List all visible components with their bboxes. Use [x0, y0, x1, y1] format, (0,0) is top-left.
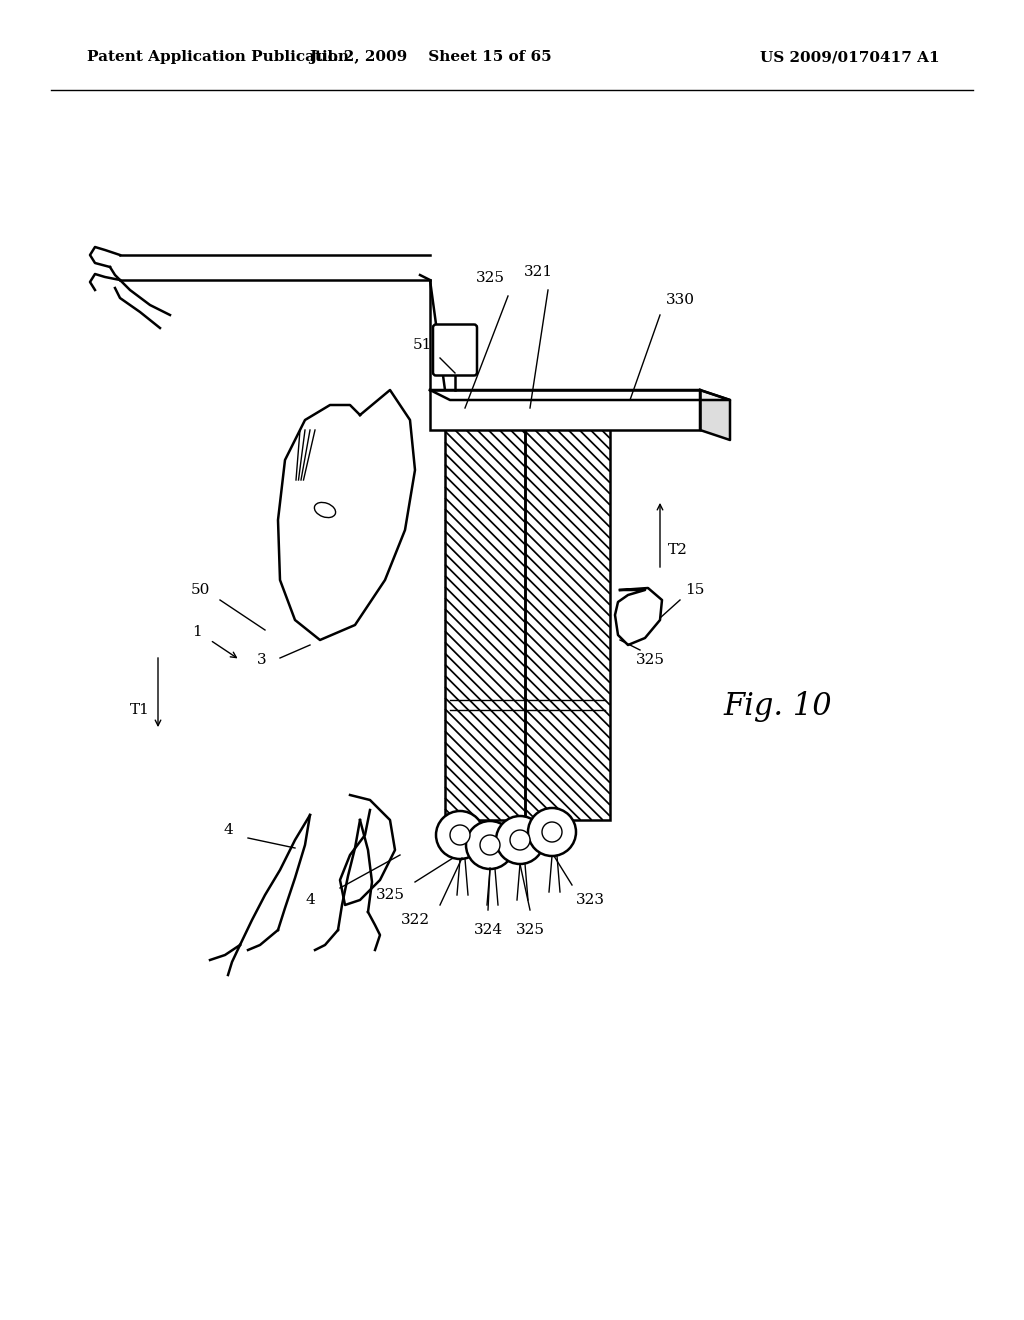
Text: 4: 4 [305, 894, 314, 907]
Polygon shape [278, 389, 415, 640]
Text: 323: 323 [575, 894, 604, 907]
Polygon shape [430, 389, 730, 400]
FancyBboxPatch shape [433, 325, 477, 375]
Text: 325: 325 [515, 923, 545, 937]
Circle shape [542, 822, 562, 842]
Circle shape [466, 821, 514, 869]
Text: T2: T2 [668, 543, 688, 557]
Bar [525, 420, 610, 820]
Text: US 2009/0170417 A1: US 2009/0170417 A1 [760, 50, 940, 65]
Text: 322: 322 [400, 913, 429, 927]
Bar [445, 420, 525, 820]
Circle shape [480, 836, 500, 855]
Text: 325: 325 [376, 888, 404, 902]
Text: 51: 51 [413, 338, 432, 352]
Circle shape [450, 825, 470, 845]
Text: 330: 330 [666, 293, 694, 308]
Text: 325: 325 [636, 653, 665, 667]
Text: Patent Application Publication: Patent Application Publication [87, 50, 349, 65]
Circle shape [496, 816, 544, 865]
Polygon shape [700, 389, 730, 440]
Text: 324: 324 [473, 923, 503, 937]
Text: 50: 50 [190, 583, 210, 597]
Text: 325: 325 [475, 271, 505, 285]
Circle shape [436, 810, 484, 859]
Text: 1: 1 [193, 624, 202, 639]
Polygon shape [615, 587, 662, 645]
Bar [430, 389, 700, 430]
Ellipse shape [314, 503, 336, 517]
Bar [445, 420, 525, 820]
Text: Jul. 2, 2009    Sheet 15 of 65: Jul. 2, 2009 Sheet 15 of 65 [309, 50, 551, 65]
Text: 3: 3 [257, 653, 267, 667]
Text: 321: 321 [523, 265, 553, 279]
Circle shape [528, 808, 575, 855]
Bar [525, 420, 610, 820]
Text: T1: T1 [130, 704, 150, 717]
Text: 4: 4 [223, 822, 232, 837]
Text: Fig. 10: Fig. 10 [724, 690, 833, 722]
Text: 15: 15 [685, 583, 705, 597]
Circle shape [510, 830, 530, 850]
